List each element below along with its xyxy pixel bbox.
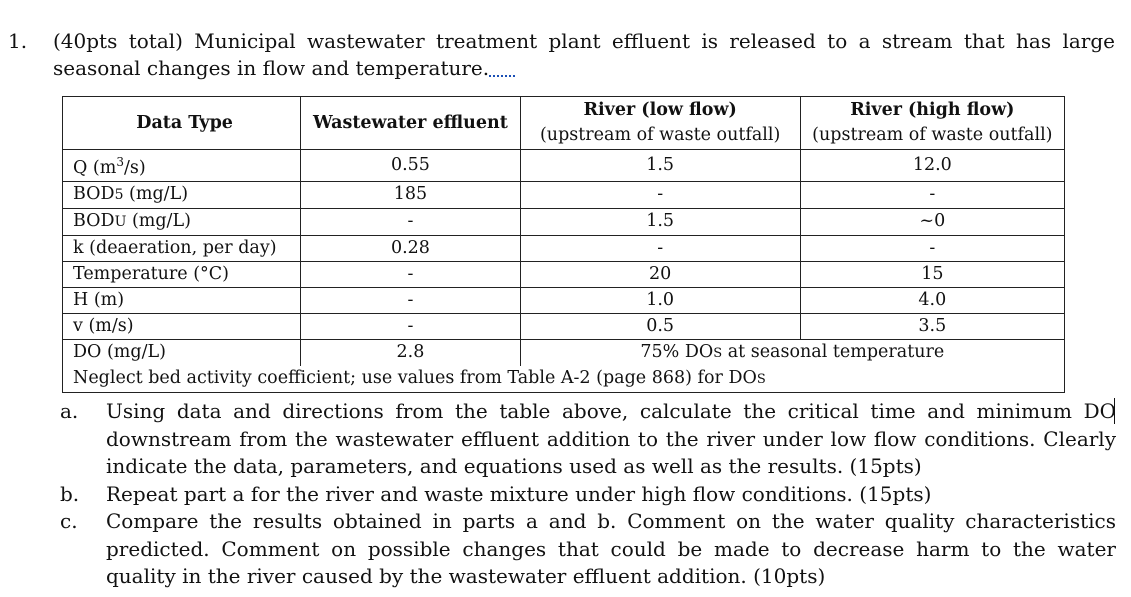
cell-type: BOD5 (mg/L) (61, 181, 302, 209)
part-c: c. Compare the results obtained in parts… (60, 508, 1116, 591)
table-note: Neglect bed activity coefficient; use va… (62, 365, 1065, 393)
question-text: (40pts total) Municipal wastewater treat… (53, 28, 1115, 82)
table-row: Q (m3/s) 0.55 1.5 12.0 (61, 149, 1066, 182)
header-river-low-title: River (low flow) (583, 100, 737, 120)
do-s-sub: S (713, 345, 723, 361)
cell-high: - (799, 234, 1066, 262)
table-note-row: Neglect bed activity coefficient; use va… (62, 365, 1065, 393)
cell-type: k (deaeration, per day) (61, 235, 302, 262)
cell-high: 15 (799, 260, 1066, 288)
cell-wastewater: 0.28 (300, 234, 521, 262)
cell-river-merged: 75% DOS at seasonal temperature (519, 339, 1066, 366)
text-cursor (1114, 398, 1115, 424)
part-label: a. (60, 399, 79, 423)
table-row: Temperature (°C) - 20 15 (61, 260, 1066, 288)
part-a-text: Using data and directions from the table… (106, 399, 1116, 478)
table-row: H (m) - 1.0 4.0 (61, 286, 1066, 314)
cell-type: Temperature (°C) (61, 261, 302, 288)
cell-low: - (519, 234, 801, 262)
cell-type: BODU (mg/L) (61, 208, 302, 236)
part-label: c. (60, 509, 78, 533)
part-text: Repeat part a for the river and waste mi… (106, 481, 932, 506)
cell-type: DO (mg/L) (61, 339, 302, 366)
cell-wastewater: - (300, 207, 521, 236)
part-text: Using data and directions from the table… (106, 398, 1116, 481)
part-a: a. Using data and directions from the ta… (60, 398, 1116, 481)
cell-type: Q (m3/s) (61, 149, 302, 182)
question-statement: (40pts total) Municipal wastewater treat… (53, 29, 1115, 80)
part-label: b. (60, 481, 80, 506)
cell-low: 0.5 (519, 312, 801, 340)
cell-type-sub: 5 (114, 186, 124, 203)
cell-high: 3.5 (799, 312, 1066, 340)
cell-high: - (799, 180, 1066, 209)
spellcheck-dots (489, 75, 516, 77)
table-header-row: Data Type Wastewater effluent River (low… (61, 96, 1066, 150)
cell-high: ~0 (799, 207, 1066, 236)
part-text: Compare the results obtained in parts a … (106, 509, 1116, 588)
cell-high: 4.0 (799, 286, 1066, 314)
cell-wastewater: - (300, 312, 521, 340)
cell-low: 20 (519, 260, 801, 288)
do-s-sub: S (756, 371, 766, 387)
header-river-high-sub: (upstream of waste outfall) (812, 125, 1053, 145)
question-parts: a. Using data and directions from the ta… (60, 398, 1116, 591)
cell-wastewater: 2.8 (300, 339, 521, 366)
table-row: BODU (mg/L) - 1.5 ~0 (61, 207, 1066, 236)
cell-wastewater: - (300, 286, 521, 314)
cell-low: 1.5 (519, 149, 801, 182)
cell-low: 1.5 (519, 207, 801, 236)
cell-low: 1.0 (519, 286, 801, 314)
data-table: Data Type Wastewater effluent River (low… (61, 96, 1066, 393)
table-row: v (m/s) - 0.5 3.5 (61, 312, 1066, 340)
cell-wastewater: 185 (300, 180, 521, 209)
cell-type-exp: 3 (116, 155, 124, 169)
cell-wastewater: - (300, 260, 521, 288)
header-river-low: River (low flow) (upstream of waste outf… (519, 96, 801, 150)
cell-wastewater: 0.55 (300, 149, 521, 182)
table-row: k (deaeration, per day) 0.28 - - (61, 234, 1066, 262)
cell-low: - (519, 180, 801, 209)
cell-type-sub: U (114, 213, 127, 230)
cell-high: 12.0 (799, 149, 1066, 182)
cell-type: v (m/s) (61, 313, 302, 340)
header-river-low-sub: (upstream of waste outfall) (539, 125, 781, 145)
question-number: 1. (8, 29, 28, 53)
header-river-high: River (high flow) (upstream of waste out… (799, 96, 1066, 150)
header-data-type: Data Type (61, 96, 302, 150)
table-row: BOD5 (mg/L) 185 - - (61, 180, 1066, 209)
header-river-high-title: River (high flow) (850, 100, 1015, 120)
cell-type: H (m) (61, 287, 302, 314)
part-b: b. Repeat part a for the river and waste… (60, 481, 1116, 509)
table-row: DO (mg/L) 2.8 75% DOS at seasonal temper… (61, 339, 1066, 366)
header-wastewater: Wastewater effluent (300, 96, 521, 150)
